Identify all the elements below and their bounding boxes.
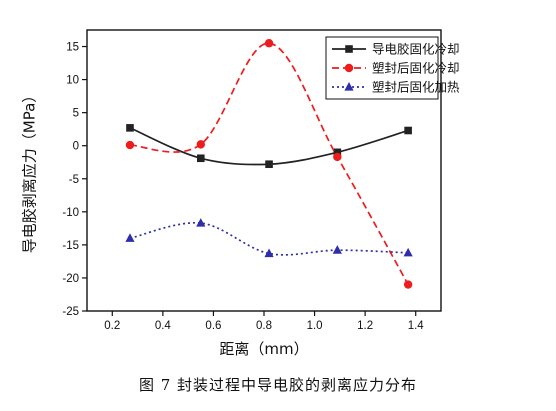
data-point <box>196 218 206 227</box>
x-tick-label: 0.6 <box>205 320 221 332</box>
legend-marker <box>345 45 353 53</box>
series-1 <box>126 124 412 169</box>
data-point <box>126 124 134 132</box>
data-point <box>404 126 412 135</box>
y-tick-label: -10 <box>62 207 79 219</box>
x-tick-label: 1.0 <box>307 320 323 332</box>
data-point <box>264 39 274 48</box>
x-tick-label: 0.4 <box>155 320 172 332</box>
legend-label: 塑封后固化冷却 <box>372 61 460 76</box>
x-axis-label: 距离（mm） <box>219 340 308 358</box>
y-tick-label: -5 <box>69 174 79 186</box>
legend-item: 塑封后固化冷却 <box>332 61 460 76</box>
legend-marker <box>344 63 354 73</box>
data-point <box>196 154 205 163</box>
legend-item: 导电胶固化冷却 <box>332 42 460 57</box>
data-point <box>403 247 413 257</box>
data-point <box>196 140 205 149</box>
series-2 <box>125 39 413 289</box>
y-tick-label: -25 <box>62 306 79 318</box>
series-line <box>129 127 409 166</box>
data-point <box>125 233 135 242</box>
legend-label: 导电胶固化冷却 <box>372 42 460 57</box>
data-point <box>265 160 273 169</box>
y-tick-label: 5 <box>73 108 79 120</box>
x-tick-label: 0.8 <box>256 320 272 332</box>
x-tick-label: 1.4 <box>408 320 425 332</box>
figure-caption: 图 7 封装过程中导电胶的剥离应力分布 <box>138 376 418 394</box>
y-axis-label: 导电胶剥离应力（MPa） <box>21 88 39 254</box>
x-tick-label: 0.2 <box>104 320 120 332</box>
y-tick-label: 15 <box>66 42 79 54</box>
y-tick-label: -20 <box>62 273 79 285</box>
data-point <box>332 245 342 254</box>
data-point <box>125 140 135 150</box>
y-tick-label: -15 <box>62 240 79 252</box>
x-tick-label: 1.2 <box>357 320 373 332</box>
data-point <box>333 148 342 157</box>
legend-marker <box>344 82 354 91</box>
axis-ticks: 0.2 0.4 0.6 0.8 1.0 1.2 1.4 15 10 5 0 -5 -10 -15 -20 -2… <box>62 42 424 332</box>
data-point <box>264 248 274 258</box>
series-layer <box>125 39 413 289</box>
peel-stress-chart: 0.2 0.4 0.6 0.8 1.0 1.2 1.4 15 10 5 0 -5 -10 -15 -20 -2… <box>21 29 460 358</box>
legend-label: 塑封后固化加热 <box>372 80 460 95</box>
data-point <box>333 152 342 162</box>
series-3 <box>125 218 413 258</box>
data-point <box>403 280 413 289</box>
legend-item: 塑封后固化加热 <box>332 80 460 95</box>
y-tick-label: 0 <box>73 141 79 153</box>
y-tick-label: 10 <box>66 75 79 87</box>
